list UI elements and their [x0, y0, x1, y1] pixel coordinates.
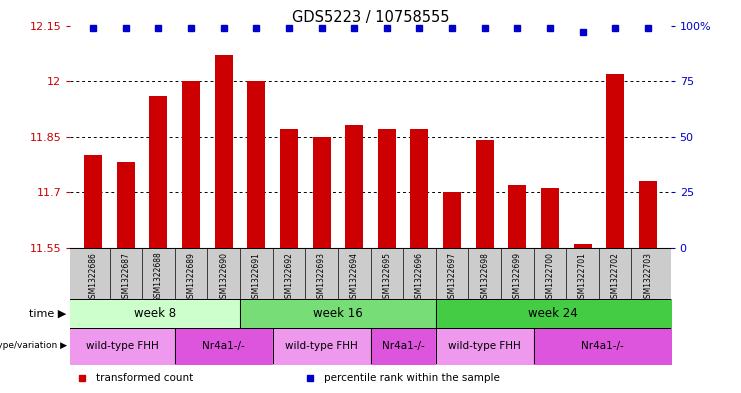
Text: percentile rank within the sample: percentile rank within the sample	[324, 373, 499, 383]
Bar	[508, 185, 526, 248]
Bar	[345, 125, 363, 248]
Text: GSM1322701: GSM1322701	[578, 252, 587, 303]
Text: GSM1322702: GSM1322702	[611, 252, 619, 303]
Bar	[378, 129, 396, 248]
Bar	[443, 192, 461, 248]
Text: week 16: week 16	[313, 307, 363, 320]
Text: GDS5223 / 10758555: GDS5223 / 10758555	[292, 10, 449, 25]
Text: genotype/variation ▶: genotype/variation ▶	[0, 342, 67, 350]
Bar	[411, 129, 428, 248]
Text: wild-type FHH: wild-type FHH	[448, 341, 521, 351]
Text: Nr4a1-/-: Nr4a1-/-	[581, 341, 623, 351]
Bar	[280, 129, 298, 248]
Text: Nr4a1-/-: Nr4a1-/-	[382, 341, 425, 351]
Text: Nr4a1-/-: Nr4a1-/-	[202, 341, 245, 351]
Text: time ▶: time ▶	[30, 309, 67, 318]
Text: week 8: week 8	[134, 307, 176, 320]
Bar	[476, 140, 494, 248]
Text: GSM1322692: GSM1322692	[285, 252, 293, 303]
Bar	[182, 81, 200, 248]
Bar	[247, 81, 265, 248]
Text: GSM1322700: GSM1322700	[545, 252, 554, 303]
Text: transformed count: transformed count	[96, 373, 193, 383]
Text: GSM1322694: GSM1322694	[350, 252, 359, 303]
Bar	[117, 162, 135, 248]
Text: GSM1322698: GSM1322698	[480, 252, 489, 303]
Text: GSM1322697: GSM1322697	[448, 252, 456, 303]
Bar	[639, 181, 657, 248]
Text: GSM1322686: GSM1322686	[89, 252, 98, 303]
Bar	[150, 96, 167, 248]
Text: wild-type FHH: wild-type FHH	[86, 341, 159, 351]
Text: GSM1322696: GSM1322696	[415, 252, 424, 303]
Bar	[313, 137, 330, 248]
Text: GSM1322699: GSM1322699	[513, 252, 522, 303]
Bar	[215, 55, 233, 248]
Bar	[84, 155, 102, 248]
Text: week 24: week 24	[528, 307, 578, 320]
Text: GSM1322688: GSM1322688	[154, 252, 163, 303]
Bar	[606, 73, 624, 248]
Text: GSM1322689: GSM1322689	[187, 252, 196, 303]
Text: GSM1322695: GSM1322695	[382, 252, 391, 303]
Text: GSM1322691: GSM1322691	[252, 252, 261, 303]
Bar	[574, 244, 591, 248]
Text: wild-type FHH: wild-type FHH	[285, 341, 358, 351]
Text: GSM1322693: GSM1322693	[317, 252, 326, 303]
Text: GSM1322687: GSM1322687	[122, 252, 130, 303]
Text: GSM1322690: GSM1322690	[219, 252, 228, 303]
Text: GSM1322703: GSM1322703	[643, 252, 652, 303]
Bar	[541, 188, 559, 248]
